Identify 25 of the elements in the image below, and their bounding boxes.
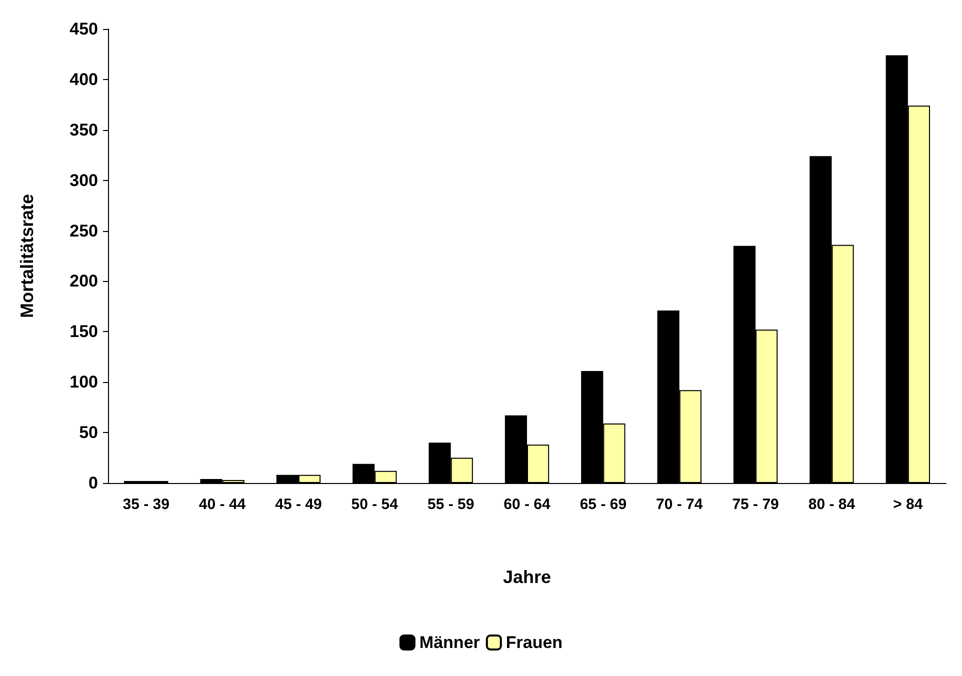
- x-tick-label: 50 - 54: [351, 496, 399, 513]
- x-tick-label: 55 - 59: [427, 496, 474, 513]
- x-tick-label: 80 - 84: [808, 496, 856, 513]
- legend-label: Männer: [419, 633, 480, 652]
- x-tick-label: 35 - 39: [122, 496, 170, 513]
- x-tick-label: 60 - 64: [504, 496, 552, 513]
- y-tick-label: 200: [70, 272, 98, 291]
- y-tick-label: 0: [88, 474, 98, 492]
- y-tick-label: 150: [70, 322, 98, 342]
- y-tick-label: 300: [70, 170, 98, 190]
- y-tick-label: 250: [70, 221, 98, 240]
- x-tick-label: > 84: [893, 496, 924, 513]
- y-tick-label: 450: [70, 20, 98, 38]
- x-tick-label: 40 - 44: [198, 496, 246, 513]
- y-axis-title: Mortalitätsrate: [17, 194, 37, 318]
- x-tick-label: 70 - 74: [656, 496, 704, 513]
- x-tick-label: 65 - 69: [580, 496, 627, 513]
- x-tick-label: 75 - 79: [732, 496, 779, 513]
- y-tick-label: 400: [70, 70, 98, 89]
- legend-label: Frauen: [506, 633, 563, 652]
- y-tick-label: 350: [70, 120, 98, 140]
- y-tick-label: 100: [70, 372, 98, 392]
- y-tick-label: 50: [79, 423, 98, 442]
- x-axis-title: Jahre: [502, 567, 552, 587]
- x-tick-label: 45 - 49: [275, 496, 322, 513]
